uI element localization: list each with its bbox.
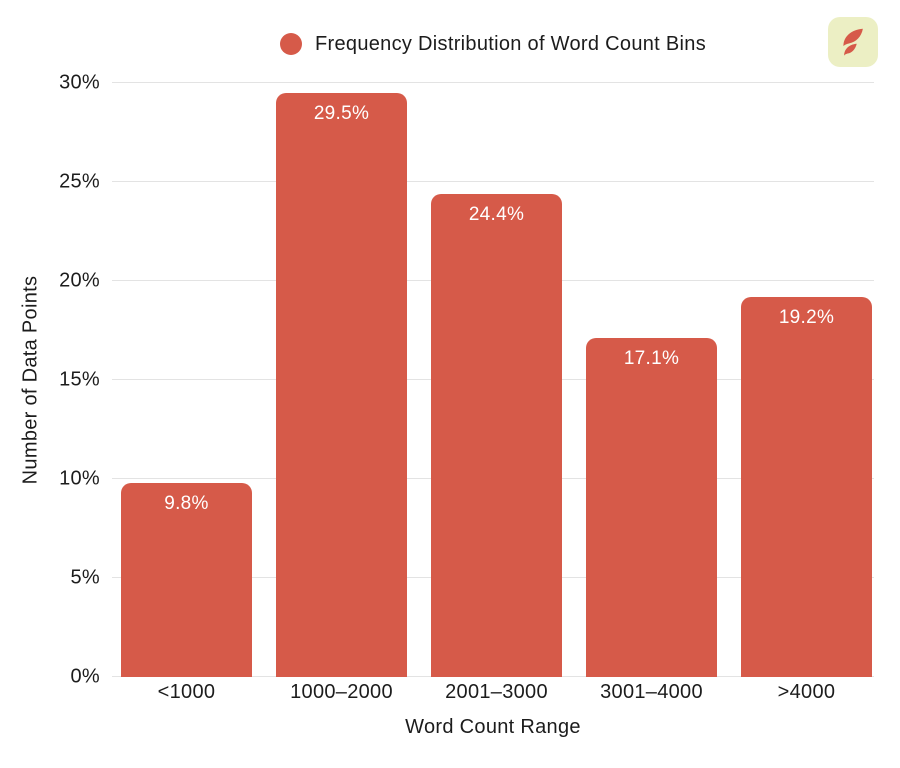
brand-logo bbox=[828, 17, 878, 67]
gridline bbox=[112, 82, 874, 83]
chart-legend: Frequency Distribution of Word Count Bin… bbox=[112, 31, 874, 57]
x-axis-title: Word Count Range bbox=[405, 716, 581, 738]
y-axis-tick-labels: 0% 5% 10% 15% 20% 25% 30% bbox=[0, 72, 100, 688]
x-tick-label: 3001–4000 bbox=[600, 681, 703, 703]
y-tick-label: 0% bbox=[70, 665, 100, 688]
x-tick-label: >4000 bbox=[777, 681, 836, 703]
bar: 29.5% bbox=[276, 92, 407, 677]
y-tick-label: 5% bbox=[70, 566, 100, 589]
x-tick-label: 1000–2000 bbox=[290, 681, 393, 703]
legend-label: Frequency Distribution of Word Count Bin… bbox=[315, 32, 706, 55]
y-tick-label: 10% bbox=[59, 467, 100, 490]
plot-area: 9.8% 29.5% 24.4% 17.1% 19.2% bbox=[112, 82, 874, 677]
bar-series: 9.8% 29.5% 24.4% 17.1% 19.2% bbox=[121, 83, 872, 677]
bar-value-label: 9.8% bbox=[164, 492, 209, 514]
bar: 17.1% bbox=[586, 338, 717, 677]
bar: 24.4% bbox=[431, 193, 562, 677]
bar-value-label: 24.4% bbox=[468, 203, 525, 225]
flame-icon bbox=[843, 28, 863, 56]
x-axis-tick-labels: <1000 1000–2000 2001–3000 3001–4000 >4000 bbox=[121, 681, 872, 704]
bar: 9.8% bbox=[121, 482, 252, 677]
bar: 19.2% bbox=[741, 296, 872, 677]
y-tick-label: 20% bbox=[59, 269, 100, 292]
y-tick-label: 25% bbox=[59, 170, 100, 193]
bar-value-label: 17.1% bbox=[623, 348, 680, 370]
y-tick-label: 30% bbox=[59, 71, 100, 94]
bar-value-label: 29.5% bbox=[313, 102, 370, 124]
x-tick-label: <1000 bbox=[157, 681, 216, 703]
gridline bbox=[112, 181, 874, 182]
x-tick-label: 2001–3000 bbox=[445, 681, 548, 703]
y-tick-label: 15% bbox=[59, 368, 100, 391]
legend-marker-icon bbox=[280, 33, 302, 55]
bar-value-label: 19.2% bbox=[778, 306, 835, 328]
